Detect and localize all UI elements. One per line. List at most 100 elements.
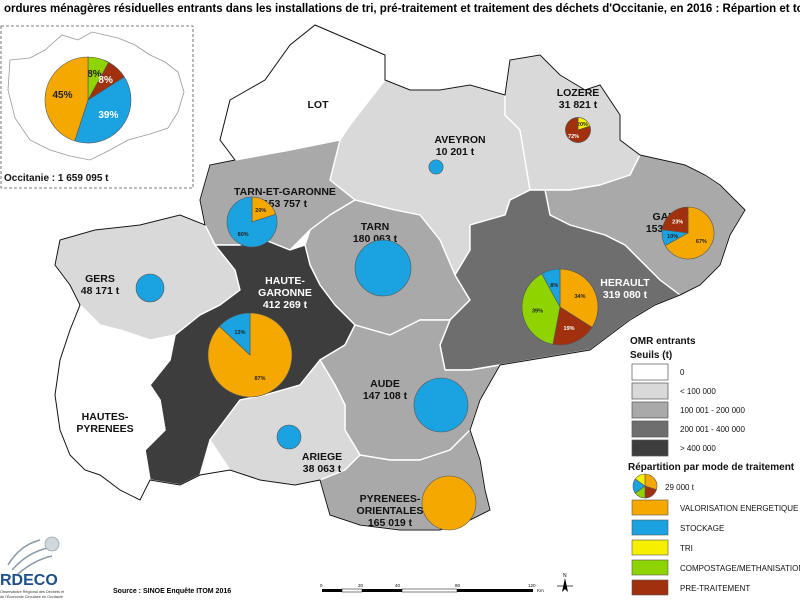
- legend: OMR entrants Seuils (t) 0 < 100 000 100 …: [622, 330, 800, 600]
- pie-lozere-label-tri: 20%: [577, 122, 588, 128]
- pie-haute-garonne-slice-stockage: [218, 312, 251, 356]
- pie-haute-garonne-label-stockage: 13%: [234, 330, 245, 336]
- label-ariege: ARIEGE: [302, 451, 342, 463]
- tonnage-aude: 147 108 t: [363, 390, 408, 402]
- pie-lozere-slice-pretraitement: [565, 117, 591, 143]
- pie-charts-layer: 20% 72% 20% 80% 67% 10% 23% 87% 13% 34% 19% 39% 8%: [135, 117, 715, 531]
- inset-box: 8%8% 39% 45% Occitanie : 1 659 095 t: [0, 25, 194, 189]
- pie-pyrenees-orientales-slice-valorisation: [421, 475, 477, 531]
- legend-mode-valorisation: VALORISATION ENERGETIQUE: [680, 504, 798, 513]
- label-pyrenees-orientales-1: PYRENEES-: [360, 493, 421, 505]
- scale-tick-4: 120: [528, 583, 536, 588]
- pie-lozere-label-pretraitement: 72%: [568, 134, 579, 140]
- map-title: ordures ménagères résiduelles entrants d…: [4, 3, 800, 15]
- tonnage-haute-garonne: 412 269 t: [263, 299, 308, 311]
- legend-class1-label: < 100 000: [680, 387, 716, 396]
- scale-bar: 0 20 40 80 120 Km: [320, 583, 544, 593]
- inset-pie-chart: 8%8% 39% 45%: [44, 56, 132, 144]
- legend-swatch-class4: [631, 439, 669, 457]
- label-herault: HERAULT: [600, 277, 650, 289]
- pie-gard-slice-valorisation: [664, 206, 715, 260]
- pie-aveyron-slice-stockage: [428, 159, 444, 175]
- legend-mode-pretraitement: PRE-TRAITEMENT: [680, 584, 750, 593]
- label-tarn-et-garonne: TARN-ET-GARONNE: [234, 186, 336, 198]
- label-aude: AUDE: [370, 378, 400, 390]
- tonnage-ariege: 38 063 t: [303, 463, 342, 475]
- label-lozere: LOZERE: [557, 87, 600, 99]
- pie-gard-slice-pretraitement: [661, 206, 689, 234]
- logo-line2: de l'Économie Circulaire en Occitanie: [0, 594, 63, 599]
- legend-swatch-class1: [631, 382, 669, 400]
- pie-herault-label-compostage: 39%: [532, 309, 543, 315]
- pie-herault-slice-pretraitement: [552, 306, 593, 346]
- legend-mode-tri: TRI: [680, 544, 693, 553]
- pie-herault-label-pretraitement: 19%: [564, 326, 575, 332]
- legend-pie-slice-tri: [634, 473, 646, 487]
- scale-unit: Km: [537, 588, 544, 593]
- tonnage-tarn-et-garonne: 153 757 t: [263, 198, 308, 210]
- pie-tarn-slice-stockage: [354, 239, 412, 297]
- label-haute-garonne-1: HAUTE-: [265, 275, 305, 287]
- pie-gard-label-valorisation: 67%: [696, 239, 707, 245]
- scale-tick-1: 20: [358, 583, 364, 588]
- legend-swatch-compostage: [631, 559, 669, 576]
- scale-tick-0: 0: [320, 583, 323, 588]
- inset-pie-slice-stockage: [74, 76, 132, 144]
- pie-herault-slice-stockage: [541, 268, 561, 308]
- pie-herault-slice-compostage: [521, 273, 561, 345]
- tonnage-aveyron: 10 201 t: [436, 146, 475, 158]
- label-tarn: TARN: [361, 221, 389, 233]
- north-arrow-icon: N: [557, 573, 573, 592]
- region-outline: [54, 24, 746, 531]
- legend-mode-stockage: STOCKAGE: [680, 524, 724, 533]
- legend-mode-compostage: COMPOSTAGE/METHANISATION: [680, 564, 800, 573]
- compass-label: N: [563, 573, 567, 579]
- inset-pie-label-stockage: 39%: [98, 110, 118, 121]
- legend-reference-pie: [632, 473, 658, 499]
- inset-pie-label-pretraitement: 8%: [98, 75, 113, 86]
- pie-herault-label-valorisation: 34%: [574, 294, 585, 300]
- legend-swatch-class3: [631, 420, 669, 438]
- inset-pie-label-valorisation: 45%: [53, 90, 73, 101]
- pie-tarn-et-garonne-label-valorisation: 20%: [255, 208, 266, 214]
- label-lot: LOT: [308, 99, 330, 111]
- legend-modes-title: Répartition par mode de traitement: [628, 462, 795, 473]
- logo-line1: Observatoire Régional des Déchets et: [0, 590, 65, 594]
- legend-swatch-valorisation: [631, 499, 669, 516]
- pie-gard-label-pretraitement: 23%: [672, 219, 683, 225]
- legend-swatch-class0: [631, 363, 669, 381]
- legend-thresholds-title: Seuils (t): [630, 350, 672, 361]
- label-haute-garonne-2: GARONNE: [258, 287, 312, 299]
- pie-haute-garonne-label-valorisation: 87%: [255, 376, 266, 382]
- legend-class4-label: > 400 000: [680, 444, 716, 453]
- logo-icon: [7, 539, 53, 575]
- label-hautes-pyrenees-2: PYRENEES: [76, 423, 133, 435]
- legend-class2-label: 100 001 - 200 000: [680, 406, 745, 415]
- legend-swatch-tri: [631, 539, 669, 556]
- label-hautes-pyrenees-1: HAUTES-: [82, 411, 129, 423]
- label-aveyron: AVEYRON: [434, 134, 485, 146]
- legend-reference-size: 29 000 t: [665, 483, 695, 492]
- label-pyrenees-orientales-2: ORIENTALES: [357, 505, 424, 517]
- logo: RDECO Observatoire Régional des Déchets …: [0, 536, 65, 599]
- legend-swatch-pretraitement: [631, 579, 669, 596]
- legend-swatch-stockage: [631, 519, 669, 536]
- scale-tick-2: 40: [395, 583, 401, 588]
- legend-class3-label: 200 001 - 400 000: [680, 425, 745, 434]
- pie-gard-label-stockage: 10%: [667, 234, 678, 240]
- inset-pie-slice-valorisation: [44, 56, 89, 142]
- logo-name: RDECO: [0, 572, 58, 589]
- inset-pie-label-compostage: 8%: [87, 69, 102, 80]
- scale-tick-3: 80: [455, 583, 461, 588]
- pie-aude-slice-stockage: [413, 377, 469, 433]
- tonnage-gers: 48 171 t: [81, 285, 120, 297]
- legend-swatch-class2: [631, 401, 669, 419]
- pie-ariege-slice-stockage: [276, 424, 302, 450]
- pie-herault-label-stockage: 8%: [550, 283, 558, 289]
- label-gers: GERS: [85, 273, 115, 285]
- pie-gers-slice-stockage: [135, 273, 165, 303]
- tonnage-herault: 319 080 t: [603, 289, 648, 301]
- legend-class0-label: 0: [680, 368, 685, 377]
- tonnage-lozere: 31 821 t: [559, 99, 598, 111]
- tonnage-pyrenees-orientales: 165 019 t: [368, 517, 413, 529]
